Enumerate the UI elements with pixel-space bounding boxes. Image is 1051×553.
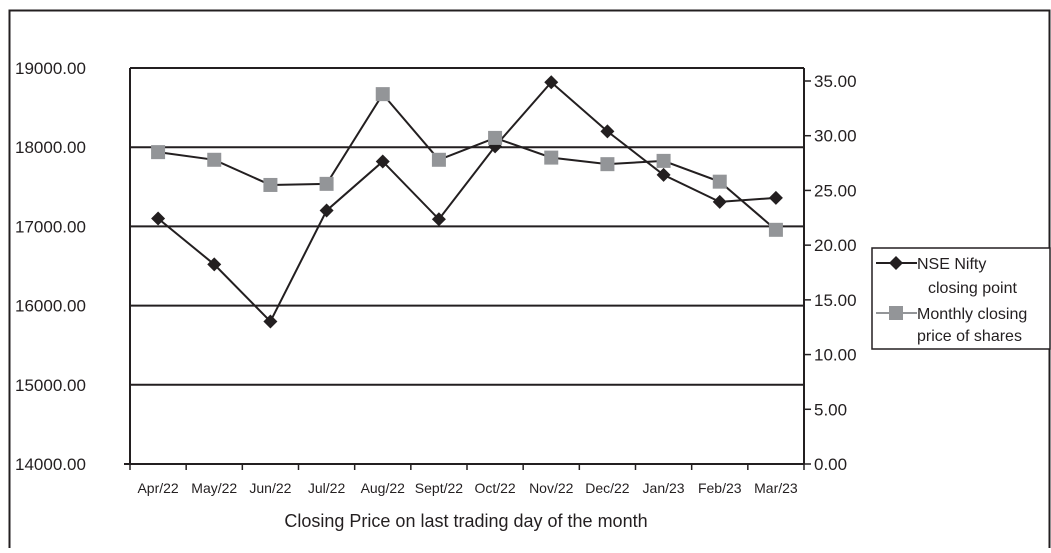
legend-label: price of shares	[917, 328, 1022, 345]
share-price-point	[431, 152, 446, 167]
x-tick-label: Oct/22	[474, 480, 515, 496]
y-right-tick-label: 35.00	[814, 72, 857, 91]
legend-label: NSE Nifty	[917, 256, 986, 273]
y-right-tick-label: 5.00	[814, 400, 847, 419]
nifty-point	[600, 124, 615, 139]
nifty-point	[207, 257, 222, 272]
x-tick-label: Aug/22	[361, 480, 406, 496]
y-left-tick-label: 19000.00	[15, 59, 86, 78]
x-tick-label: Dec/22	[585, 480, 630, 496]
share-price-point	[319, 176, 334, 191]
series-line-square	[157, 92, 777, 231]
share-price-point	[375, 87, 390, 102]
y-right-tick-label: 25.00	[814, 181, 857, 200]
y-left-tick-label: 15000.00	[15, 376, 86, 395]
x-tick-label: Sept/22	[415, 480, 463, 496]
share-price-point	[712, 174, 727, 189]
share-price-point	[600, 157, 615, 172]
legend: NSE Nifty closing point Monthly closing pri…	[871, 247, 1051, 350]
grid-layer	[130, 67, 804, 386]
share-price-point	[207, 152, 222, 167]
legend-box	[871, 247, 1051, 350]
x-tick-label: Apr/22	[137, 480, 178, 496]
share-price-point	[151, 145, 166, 160]
x-tick-label: Jul/22	[308, 480, 346, 496]
x-tick-label: Nov/22	[529, 480, 574, 496]
nifty-point	[768, 190, 783, 205]
nifty-point	[263, 314, 278, 329]
nifty-point	[375, 154, 390, 169]
legend-label: Monthly closing	[917, 306, 1027, 323]
share-price-point	[768, 222, 783, 237]
y-left-tick-label: 18000.00	[15, 138, 86, 157]
nifty-point	[712, 194, 727, 209]
share-price-point	[263, 177, 278, 192]
y-left-tick-label: 16000.00	[15, 297, 86, 316]
label-layer: 19000.00 18000.00 17000.00 16000.00 15000.00…	[15, 59, 857, 496]
y-right-tick-label: 30.00	[814, 127, 857, 146]
nifty-point	[431, 212, 446, 227]
y-right-tick-label: 10.00	[814, 346, 857, 365]
nifty-point	[151, 211, 166, 226]
series-line-diamond	[157, 80, 776, 324]
x-tick-label: May/22	[191, 480, 237, 496]
x-tick-label: Mar/23	[754, 480, 798, 496]
y-right-tick-label: 0.00	[814, 455, 847, 474]
y-right-tick-label: 15.00	[814, 291, 857, 310]
legend-label: closing point	[928, 280, 1018, 297]
nifty-point	[319, 203, 334, 218]
share-price-point	[544, 150, 559, 165]
nifty-point	[656, 167, 671, 182]
y-left-tick-label: 14000.00	[15, 455, 86, 474]
legend-square-marker	[889, 306, 903, 320]
nifty-point	[544, 75, 559, 90]
axis-layer	[124, 68, 811, 470]
x-tick-label: Jun/22	[249, 480, 291, 496]
share-price-point	[656, 153, 671, 168]
legend-diamond-marker	[889, 256, 903, 270]
x-tick-label: Feb/23	[698, 480, 742, 496]
x-tick-label: Jan/23	[643, 480, 685, 496]
x-axis-title: Closing Price on last trading day of the…	[284, 511, 647, 531]
y-right-tick-label: 20.00	[814, 236, 857, 255]
share-price-point	[488, 130, 503, 145]
y-left-tick-label: 17000.00	[15, 217, 86, 236]
series-layer	[151, 75, 783, 329]
